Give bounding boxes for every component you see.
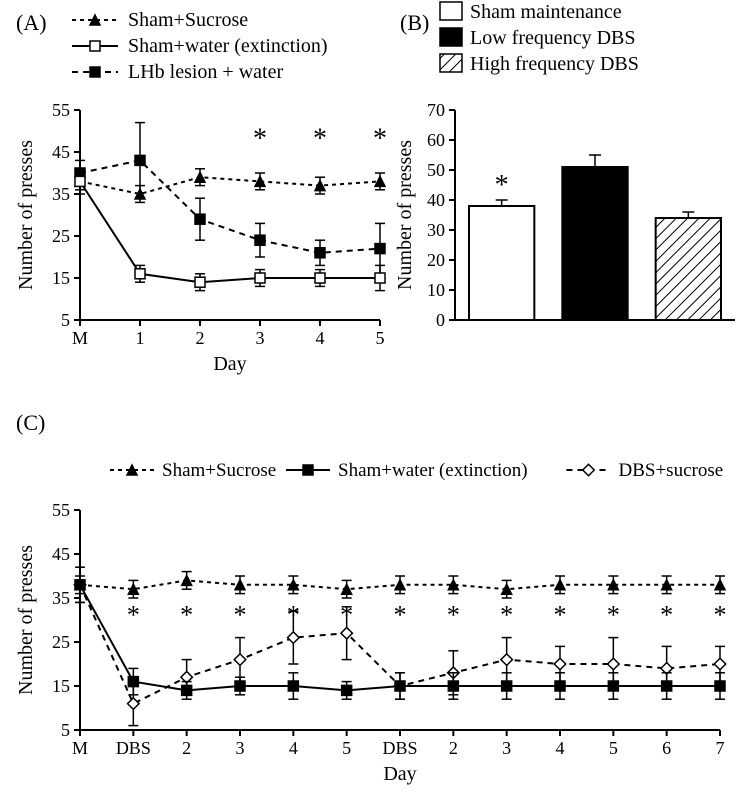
svg-text:*: * bbox=[253, 123, 267, 154]
svg-text:Number of presses: Number of presses bbox=[15, 140, 37, 290]
svg-text:45: 45 bbox=[52, 142, 70, 162]
svg-text:Day: Day bbox=[383, 763, 416, 785]
svg-text:5: 5 bbox=[342, 738, 351, 758]
svg-text:M: M bbox=[72, 328, 88, 348]
svg-text:Sham+water (extinction): Sham+water (extinction) bbox=[338, 460, 528, 481]
svg-text:35: 35 bbox=[52, 184, 70, 204]
svg-text:3: 3 bbox=[256, 328, 265, 348]
svg-text:45: 45 bbox=[52, 544, 70, 564]
svg-text:Number of presses: Number of presses bbox=[15, 545, 37, 695]
svg-text:25: 25 bbox=[52, 226, 70, 246]
svg-text:(C): (C) bbox=[16, 410, 45, 435]
panel-b: (B) Sham maintenance Low frequency DBS High… bbox=[394, 1, 735, 330]
svg-text:*: * bbox=[340, 601, 353, 630]
svg-text:*: * bbox=[373, 123, 387, 154]
svg-text:2: 2 bbox=[196, 328, 205, 348]
svg-text:3: 3 bbox=[236, 738, 245, 758]
svg-text:7: 7 bbox=[716, 738, 725, 758]
svg-text:DBS+sucrose: DBS+sucrose bbox=[619, 460, 724, 481]
svg-text:*: * bbox=[554, 601, 567, 630]
svg-text:*: * bbox=[313, 123, 327, 154]
svg-text:50: 50 bbox=[427, 160, 445, 180]
panel-a: (A) Sham+Sucrose Sham+water (extinction) LH… bbox=[15, 9, 387, 375]
svg-text:Sham+Sucrose: Sham+Sucrose bbox=[162, 460, 276, 481]
svg-text:M: M bbox=[72, 738, 88, 758]
svg-text:4: 4 bbox=[556, 738, 565, 758]
svg-text:4: 4 bbox=[289, 738, 298, 758]
svg-text:20: 20 bbox=[427, 250, 445, 270]
svg-text:*: * bbox=[607, 601, 620, 630]
svg-text:*: * bbox=[180, 601, 193, 630]
svg-text:1: 1 bbox=[136, 328, 145, 348]
svg-text:*: * bbox=[714, 601, 727, 630]
svg-text:15: 15 bbox=[52, 268, 70, 288]
svg-text:25: 25 bbox=[52, 632, 70, 652]
figure-container: (A) Sham+Sucrose Sham+water (extinction) LH… bbox=[0, 0, 750, 796]
svg-text:0: 0 bbox=[436, 310, 445, 330]
svg-text:DBS: DBS bbox=[116, 738, 151, 758]
svg-text:5: 5 bbox=[61, 310, 70, 330]
svg-text:Sham+water (extinction): Sham+water (extinction) bbox=[128, 35, 328, 57]
svg-text:Number of presses: Number of presses bbox=[394, 140, 416, 290]
svg-text:2: 2 bbox=[182, 738, 191, 758]
svg-text:High frequency DBS: High frequency DBS bbox=[470, 53, 639, 75]
svg-text:5: 5 bbox=[609, 738, 618, 758]
svg-text:Low frequency DBS: Low frequency DBS bbox=[470, 27, 636, 49]
svg-text:10: 10 bbox=[427, 280, 445, 300]
svg-text:6: 6 bbox=[662, 738, 671, 758]
svg-text:LHb lesion + water: LHb lesion + water bbox=[128, 61, 283, 83]
svg-text:Sham maintenance: Sham maintenance bbox=[470, 1, 622, 23]
svg-text:*: * bbox=[127, 601, 140, 630]
svg-text:Sham+Sucrose: Sham+Sucrose bbox=[128, 9, 248, 31]
svg-text:3: 3 bbox=[502, 738, 511, 758]
svg-text:2: 2 bbox=[449, 738, 458, 758]
svg-text:*: * bbox=[500, 601, 513, 630]
svg-text:*: * bbox=[495, 170, 509, 201]
svg-text:35: 35 bbox=[52, 588, 70, 608]
svg-text:4: 4 bbox=[316, 328, 325, 348]
svg-text:40: 40 bbox=[427, 190, 445, 210]
svg-text:(A): (A) bbox=[16, 10, 47, 35]
svg-text:*: * bbox=[234, 601, 247, 630]
svg-text:55: 55 bbox=[52, 100, 70, 120]
svg-text:(B): (B) bbox=[400, 10, 429, 35]
svg-text:15: 15 bbox=[52, 676, 70, 696]
svg-text:*: * bbox=[447, 601, 460, 630]
svg-text:5: 5 bbox=[376, 328, 385, 348]
svg-text:Day: Day bbox=[213, 353, 246, 375]
svg-text:*: * bbox=[660, 601, 673, 630]
svg-text:70: 70 bbox=[427, 100, 445, 120]
svg-text:DBS: DBS bbox=[382, 738, 417, 758]
svg-text:*: * bbox=[394, 601, 407, 630]
svg-text:30: 30 bbox=[427, 220, 445, 240]
svg-text:5: 5 bbox=[61, 720, 70, 740]
svg-text:*: * bbox=[287, 601, 300, 630]
svg-text:55: 55 bbox=[52, 500, 70, 520]
panel-c: (C)51525354555MDBS2345DBS234567DayNumber… bbox=[15, 410, 727, 785]
figure-svg: (A) Sham+Sucrose Sham+water (extinction) LH… bbox=[0, 0, 750, 796]
svg-text:60: 60 bbox=[427, 130, 445, 150]
